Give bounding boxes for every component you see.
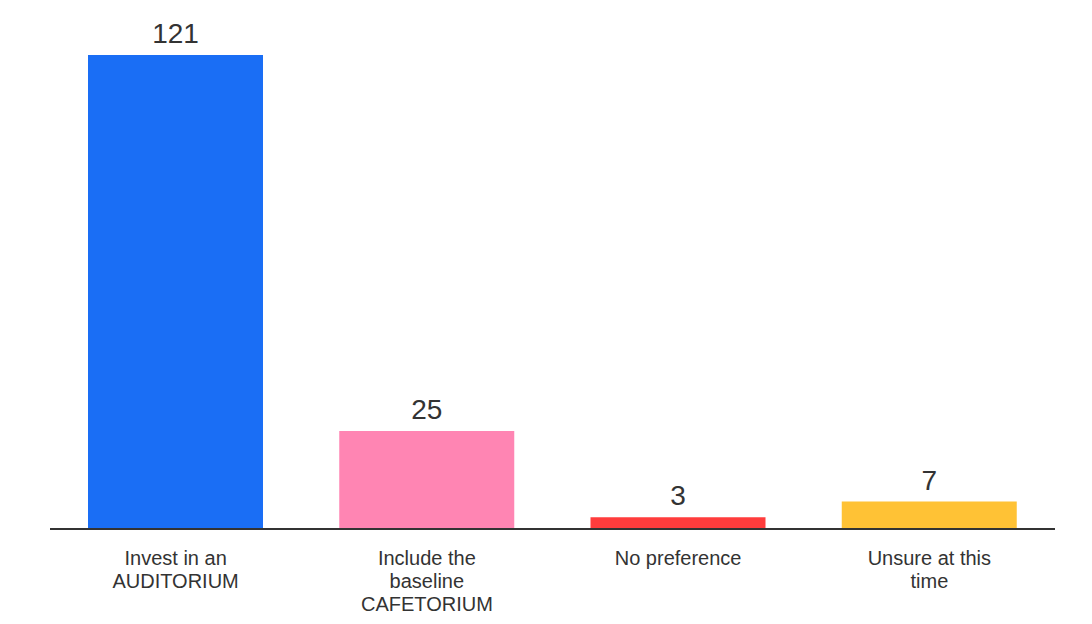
svg-text:Invest in anAUDITORIUM: Invest in anAUDITORIUM <box>112 547 238 592</box>
svg-text:121: 121 <box>152 18 199 49</box>
svg-text:25: 25 <box>411 394 442 425</box>
svg-text:No preference: No preference <box>615 547 742 569</box>
svg-text:3: 3 <box>670 480 686 511</box>
svg-text:Include thebaselineCAFETORIUM: Include thebaselineCAFETORIUM <box>361 547 493 615</box>
svg-text:7: 7 <box>921 465 937 496</box>
svg-text:Unsure at thistime: Unsure at thistime <box>868 547 991 592</box>
